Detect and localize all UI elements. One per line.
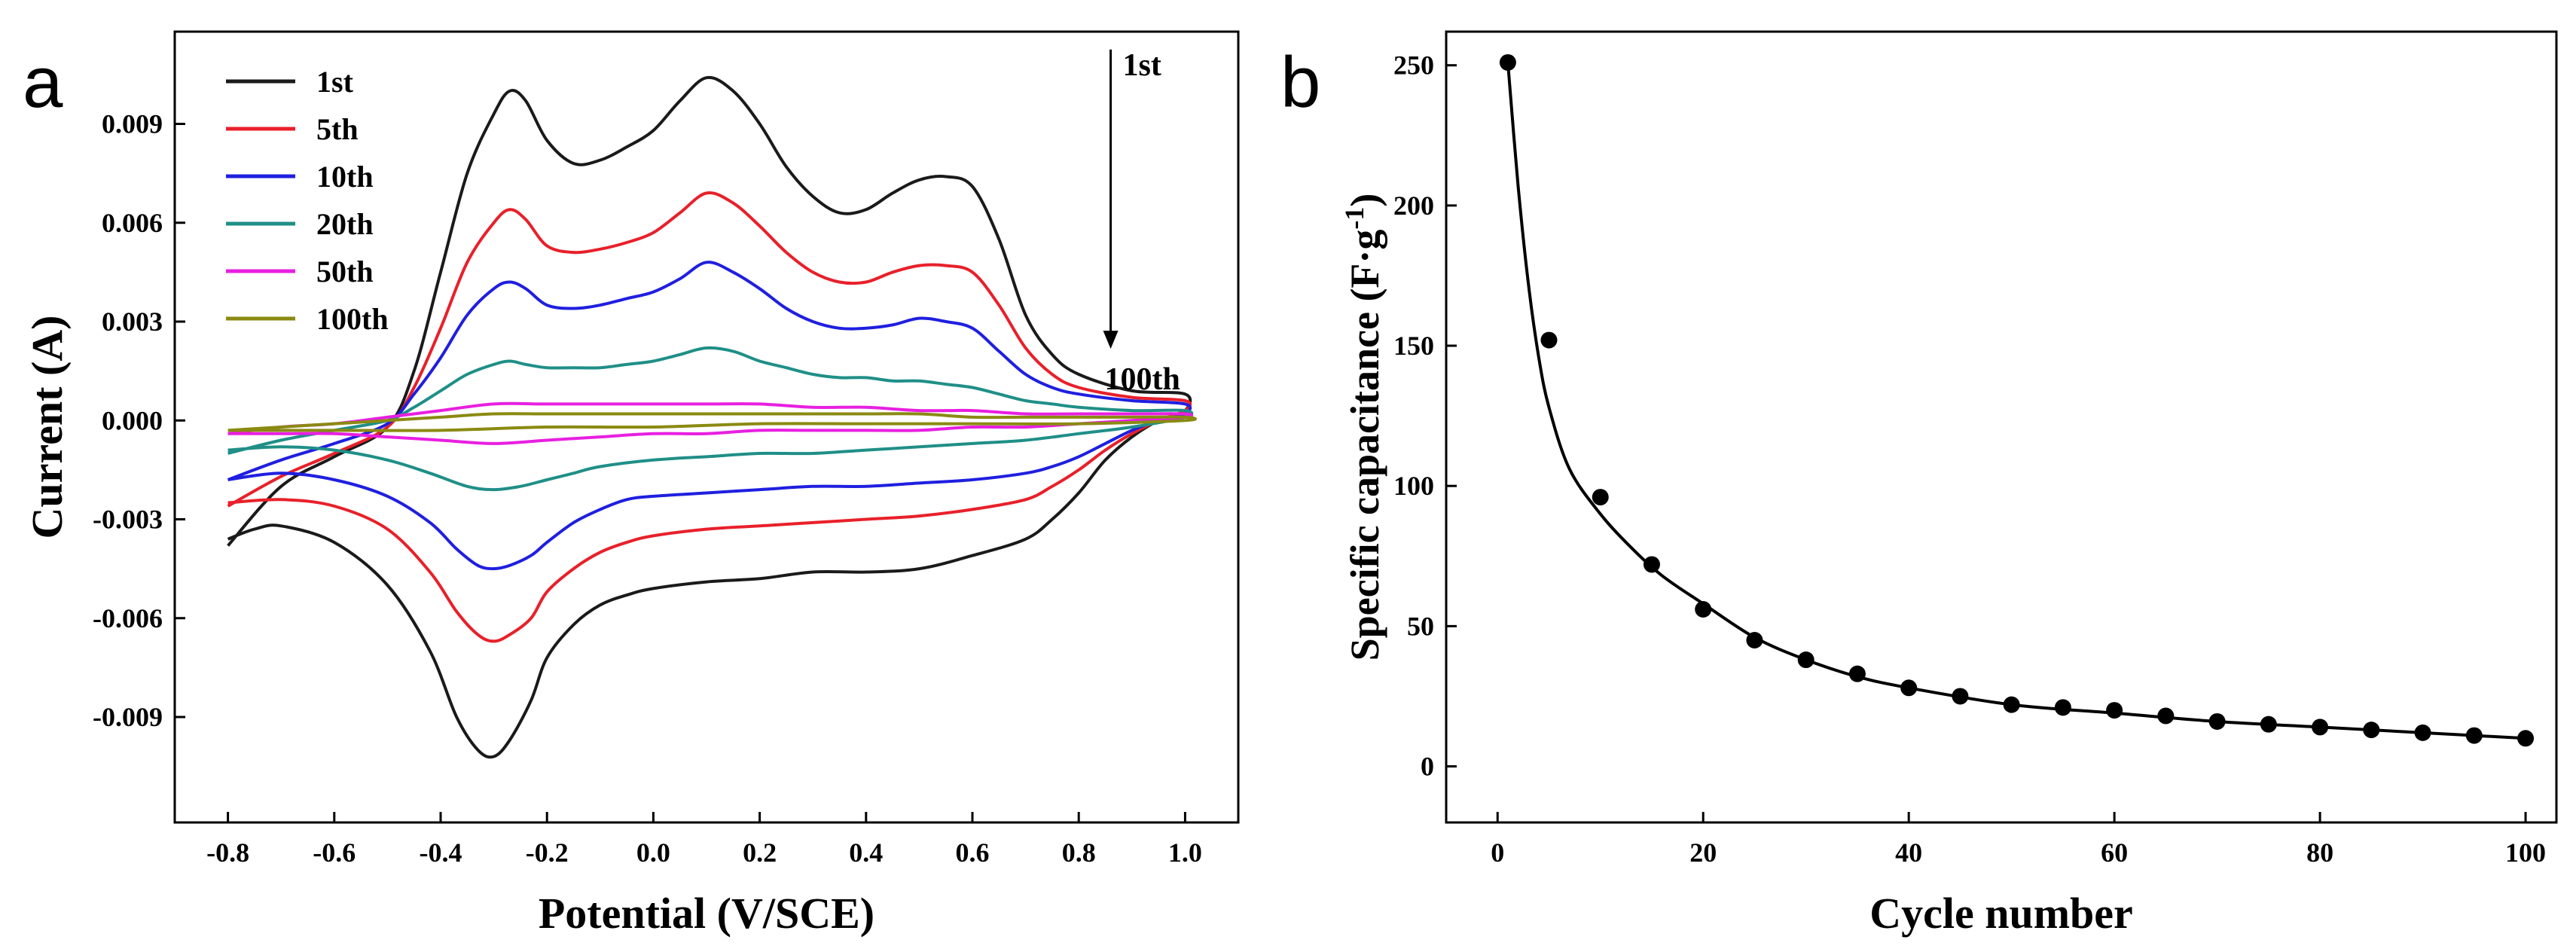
x-tick-label: -0.8	[206, 838, 249, 868]
x-tick-label: 0.0	[636, 838, 670, 868]
cv-curve-1st	[227, 75, 1192, 759]
y-tick-label: -0.003	[93, 505, 163, 535]
y-tick-label: 0	[1421, 752, 1434, 782]
data-point	[2208, 712, 2226, 730]
data-point	[2003, 696, 2020, 713]
y-tick-label: 200	[1393, 191, 1434, 221]
legend-label-1st: 1st	[316, 65, 354, 99]
x-tick-label: 1.0	[1168, 838, 1202, 868]
panel-b-y-axis-label: Specific capacitance (F·g-1)	[1339, 194, 1387, 661]
legend-label-50th: 50th	[316, 255, 374, 288]
y-tick-label: 150	[1393, 331, 1434, 361]
x-tick-label: 0.4	[849, 838, 883, 868]
data-point	[1797, 651, 1814, 669]
panel-a-y-axis-label: Current (A)	[23, 316, 72, 539]
y-tick-label: 0.006	[102, 208, 163, 238]
panel-a-legend: 1st 5th 10th 20th 50th 100th	[226, 65, 389, 336]
y-tick-label: 50	[1407, 611, 1434, 641]
x-tick-label: -0.6	[313, 838, 356, 868]
data-point	[2157, 707, 2175, 725]
data-point	[1643, 556, 1660, 573]
x-tick-label: 0.2	[743, 838, 777, 868]
legend-label-100th: 100th	[316, 302, 389, 336]
x-tick-label: 20	[1689, 838, 1717, 868]
y-tick-label: 100	[1393, 471, 1434, 501]
panel-a-cyclic-voltammetry: a -0.8 -0.6 -0.4 -0.2 0.0 0.2 0.4 0.6 0.8 1.0 -0.0…	[23, 30, 1240, 938]
panel-a-series	[227, 75, 1197, 759]
ylabel-superscript: -1	[1339, 207, 1369, 230]
y-tick-label: -0.009	[93, 702, 163, 732]
panel-a-cycle-arrow: 1st 100th	[1103, 48, 1180, 397]
x-tick-label: 0.8	[1062, 838, 1096, 868]
cv-curve-50th	[227, 401, 1194, 445]
x-tick-label: 80	[2306, 838, 2333, 868]
data-point	[2465, 727, 2483, 744]
data-point	[2517, 730, 2535, 747]
ylabel-text: Specific capacitance (F·g	[1342, 230, 1387, 661]
panel-a-ticks: -0.8 -0.6 -0.4 -0.2 0.0 0.2 0.4 0.6 0.8 1.0 -0.009…	[93, 109, 1202, 868]
cv-curve-10th	[227, 261, 1192, 571]
x-tick-label: 40	[1895, 838, 1922, 868]
y-tick-label: -0.006	[93, 603, 163, 633]
x-tick-label: 0	[1491, 838, 1504, 868]
cv-curve-5th	[227, 191, 1192, 643]
arrow-head-icon	[1103, 331, 1119, 349]
legend-label-10th: 10th	[316, 160, 374, 194]
data-point	[1592, 489, 1609, 506]
x-tick-label: 100	[2505, 838, 2546, 868]
x-tick-label: 60	[2101, 838, 2128, 868]
panel-b-ticks: 0 20 40 60 80 100 0 50 100 150 200 250	[1393, 50, 2546, 868]
data-point	[1695, 601, 1712, 618]
panel-a-x-axis-label: Potential (V/SCE)	[539, 889, 874, 938]
y-tick-label: 0.003	[102, 307, 163, 337]
x-tick-label: -0.4	[420, 838, 462, 868]
data-point	[1848, 665, 1866, 682]
legend-label-5th: 5th	[316, 112, 359, 146]
legend-label-20th: 20th	[316, 207, 374, 241]
x-tick-label: 0.6	[956, 838, 990, 868]
panel-label-a: a	[23, 42, 63, 123]
panel-b-data-points	[1499, 53, 2535, 747]
y-tick-label: 250	[1393, 50, 1434, 81]
data-point	[1540, 331, 1558, 349]
data-point	[1952, 688, 1969, 705]
panel-b-capacitance-retention: b 0 20 40 60 80 100 0 50 100 150 200 250 Cycle numb…	[1280, 30, 2558, 938]
y-tick-label: 0.000	[102, 405, 163, 435]
data-point	[2106, 702, 2123, 719]
data-point	[1900, 679, 1918, 697]
data-point	[1499, 53, 1516, 71]
ylabel-close: )	[1342, 194, 1387, 207]
data-point	[1746, 631, 1763, 648]
data-point	[2054, 699, 2071, 716]
data-point	[2363, 722, 2380, 739]
data-point	[2260, 716, 2277, 733]
x-tick-label: -0.2	[526, 838, 569, 868]
panel-b-x-axis-label: Cycle number	[1869, 889, 2133, 938]
panel-b-plot-frame	[1445, 30, 2558, 824]
y-tick-label: 0.009	[102, 109, 163, 139]
cv-curve-100th	[227, 412, 1197, 432]
panel-label-b: b	[1280, 42, 1320, 123]
data-point	[2414, 724, 2431, 741]
annotation-first-cycle: 1st	[1123, 48, 1161, 83]
annotation-last-cycle: 100th	[1105, 362, 1180, 397]
data-point	[2312, 719, 2329, 736]
panel-a-plot-frame	[173, 30, 1240, 824]
cv-curve-20th	[227, 346, 1194, 492]
